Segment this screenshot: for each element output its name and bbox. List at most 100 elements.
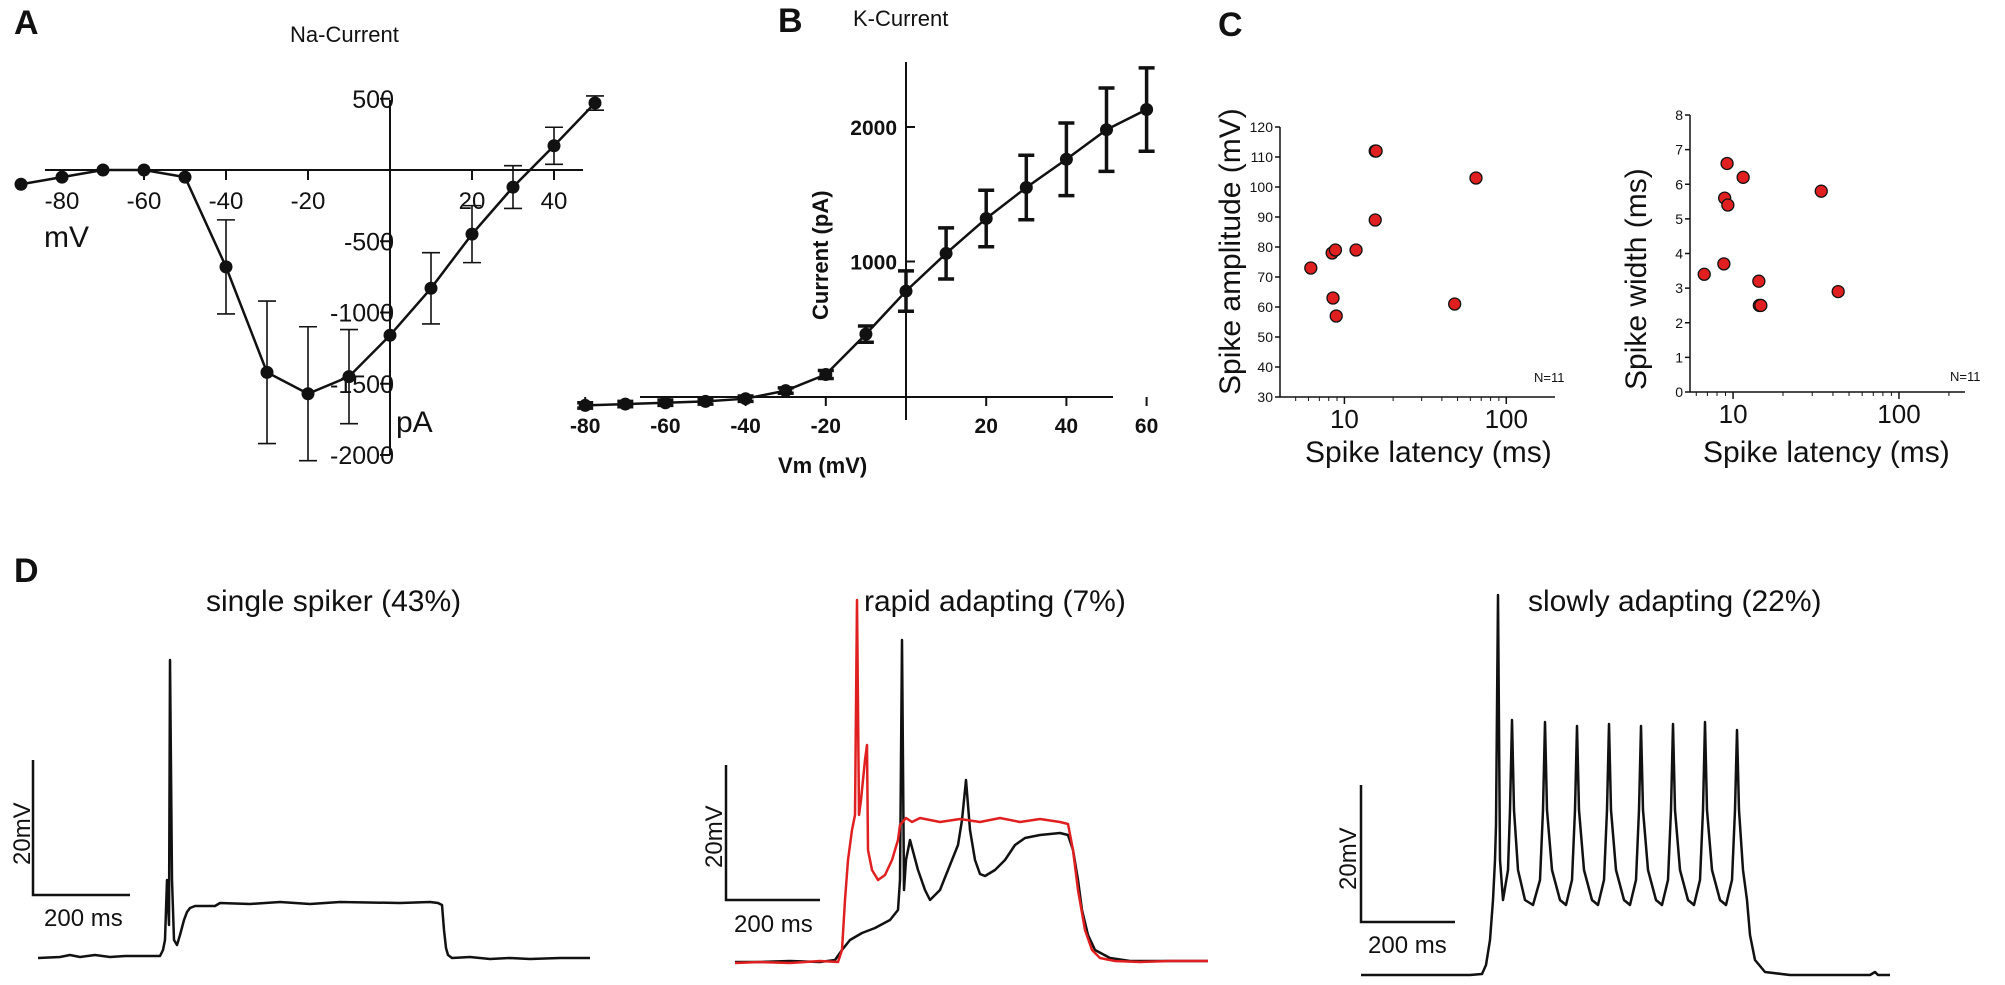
chart-a-data-point	[383, 328, 397, 342]
chart-a-data-point	[301, 387, 315, 401]
chart-c2-y-tick-label: 2	[1675, 315, 1683, 331]
chart-a-data-point	[178, 170, 192, 184]
chart-c2-data-point	[1814, 184, 1828, 198]
chart-b-data-point	[739, 392, 753, 406]
chart-a-data-point	[547, 139, 561, 153]
scale-single-voltage: 20mV	[9, 802, 36, 865]
chart-c2-data-point	[1752, 274, 1766, 288]
chart-c2-y-tick-label: 0	[1675, 384, 1683, 400]
chart-c1-data-point	[1329, 309, 1343, 323]
chart-c1-y-tick-label: 30	[1257, 389, 1273, 405]
chart-c2-y-tick-label: 1	[1675, 349, 1683, 365]
chart-a-x-tick-label: -20	[291, 188, 326, 215]
chart-c2-y-tick-label: 4	[1675, 246, 1683, 262]
chart-spike-width: 0 1 2 3 4 5 6 7 8 10 100 Spike latency (ms) Spike …	[1620, 107, 1980, 469]
chart-c1-data-point	[1304, 261, 1318, 275]
chart-a-data-point	[137, 163, 151, 177]
chart-b-x-tick-label: 20	[975, 415, 998, 438]
scale-slow-time: 200 ms	[1368, 932, 1447, 959]
chart-b-x-tick-label: 40	[1055, 415, 1078, 438]
chart-b-data-point	[658, 396, 672, 410]
scale-rapid-voltage: 20mV	[701, 805, 728, 868]
panel-letter-a: A	[14, 4, 39, 42]
chart-c1-data-point	[1448, 297, 1462, 311]
trace-rapid-title: rapid adapting (7%)	[864, 585, 1126, 618]
chart-b-data-point	[979, 211, 993, 225]
chart-c2-data-point	[1754, 298, 1768, 313]
chart-b-x-tick-label: -80	[570, 415, 600, 438]
chart-c1-data-point	[1469, 171, 1483, 185]
chart-c2-y-tick-label: 8	[1675, 107, 1683, 123]
chart-a-data-point	[424, 281, 438, 295]
trace-single-spiker: single spiker (43%) 20mV 200 ms	[9, 585, 590, 961]
chart-a-x-label: mV	[44, 221, 89, 254]
chart-c2-data-point	[1720, 156, 1734, 171]
trace-rapid-adapting: rapid adapting (7%) 20mV 200 ms	[701, 585, 1208, 965]
chart-b-x-tick-label: -60	[650, 415, 680, 438]
chart-b-y-tick-label: 2000	[850, 117, 897, 140]
chart-b-data-point	[1059, 152, 1073, 166]
chart-c1-data-point	[1368, 213, 1382, 227]
chart-b-data-point	[618, 397, 632, 411]
chart-c2-data-point	[1721, 198, 1735, 212]
chart-c2-data-point	[1831, 284, 1845, 299]
scale-bar-rapid	[724, 765, 820, 902]
chart-a-title: Na-Current	[290, 22, 399, 47]
chart-a-y-tick-label: -1500	[330, 371, 394, 399]
chart-b-data-point	[899, 284, 913, 298]
chart-b-data-point	[1100, 123, 1113, 137]
chart-c2-x-tick-label: 100	[1877, 399, 1920, 429]
scale-slow-voltage: 20mV	[1335, 827, 1362, 890]
chart-b-x-tick-label: -20	[811, 415, 841, 438]
panel-letter-b: B	[778, 2, 803, 40]
chart-c1-data-point	[1328, 243, 1343, 257]
chart-a-data-point	[342, 370, 356, 384]
chart-b-x-label: Vm (mV)	[778, 453, 867, 478]
chart-c1-x-tick-label: 10	[1330, 404, 1359, 434]
chart-a-y-tick-label: 500	[352, 86, 394, 114]
chart-c1-y-tick-label: 70	[1257, 269, 1273, 285]
chart-a-data-point	[219, 260, 233, 274]
chart-a-y-tick-label: -2000	[330, 442, 394, 470]
chart-c1-y-tick-label: 50	[1257, 329, 1273, 345]
chart-a-x-tick-label: -40	[209, 188, 244, 215]
chart-c1-y-label: Spike amplitude (mV)	[1214, 108, 1247, 395]
chart-c1-y-tick-label: 120	[1250, 119, 1274, 135]
chart-a-x-tick-label: 40	[541, 188, 568, 215]
chart-c2-data-point	[1697, 267, 1711, 281]
chart-c1-n-annotation: N=11	[1534, 370, 1564, 385]
chart-b-data-point	[819, 367, 833, 381]
chart-a-data-point	[588, 96, 602, 110]
chart-c2-data-point	[1736, 170, 1750, 184]
chart-c2-y-tick-label: 6	[1675, 176, 1683, 192]
chart-a-data-point	[465, 227, 479, 241]
chart-c2-y-label: Spike width (ms)	[1620, 168, 1653, 390]
chart-b-x-tick-label: -40	[730, 415, 760, 438]
chart-spike-amplitude: 30 40 50 60 70 80 90 100 110 120 10 100 Spike laten…	[1214, 108, 1564, 469]
chart-b-data-point	[779, 384, 793, 398]
voltage-trace-single	[37, 658, 590, 961]
chart-a-x-tick-label: -60	[127, 188, 162, 215]
chart-a-data-point	[96, 163, 110, 177]
chart-b-data-point	[939, 246, 953, 260]
chart-b-data-point	[1019, 181, 1033, 195]
chart-c1-y-tick-label: 100	[1250, 179, 1274, 195]
trace-slowly-adapting: slowly adapting (22%) 20mV 200 ms	[1335, 585, 1890, 977]
chart-c1-x-label: Spike latency (ms)	[1305, 436, 1552, 469]
chart-c1-data-point	[1349, 243, 1363, 257]
chart-c2-x-tick-label: 10	[1719, 399, 1748, 429]
voltage-trace-rapid-red	[734, 598, 1208, 965]
chart-c1-y-tick-label: 80	[1257, 239, 1273, 255]
chart-a-y-label: pA	[396, 406, 433, 439]
chart-c1-data-point	[1369, 144, 1383, 158]
chart-b-data-point	[1140, 103, 1154, 117]
chart-c2-data-point	[1717, 257, 1731, 271]
scale-bar-single	[31, 760, 130, 897]
chart-c2-n-annotation: N=11	[1950, 369, 1980, 384]
chart-c1-y-tick-label: 90	[1257, 209, 1273, 225]
chart-c1-y-tick-label: 60	[1257, 299, 1273, 315]
chart-na-current: Na-Current -80 -60 -40 -20 20 40 500-500-1000…	[14, 22, 604, 470]
chart-c2-y-tick-label: 3	[1675, 280, 1683, 296]
scale-rapid-time: 200 ms	[734, 911, 813, 938]
